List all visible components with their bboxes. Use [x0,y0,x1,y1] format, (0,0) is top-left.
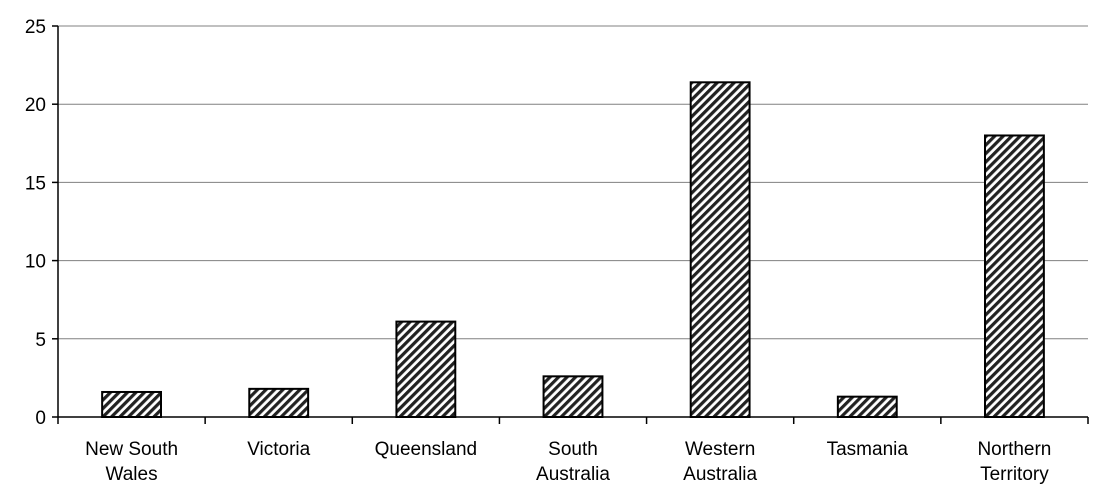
x-category-label-line: Western [685,439,755,460]
x-category-label-line: Victoria [247,439,310,460]
y-tick-label: 0 [35,408,46,429]
axes [52,25,1089,424]
x-category-label-line: Queensland [375,439,477,460]
bar [984,134,1045,418]
x-category-label-line: Australia [683,464,757,485]
x-category-label-line: Australia [536,464,610,485]
y-tick-label: 25 [25,17,46,38]
y-tick-label: 15 [25,173,46,194]
y-tick-label: 5 [35,330,46,351]
y-tick-label: 10 [25,252,46,273]
bar [101,390,163,419]
gridlines [58,25,1088,340]
x-category-label: Queensland [375,439,477,460]
bar [689,81,751,419]
x-category-label-line: Northern [977,439,1051,460]
x-category-label-line: New South [85,439,178,460]
x-category-label: Victoria [247,439,310,460]
y-tick-label: 20 [25,95,46,116]
x-category-label-line: Tasmania [827,439,909,460]
axis-labels: 0 5 10 15 20 25 New South Wales Victoria Queensla… [25,17,1052,485]
bar [248,387,310,418]
x-category-label: Western Australia [683,439,757,485]
x-category-label-line: Territory [980,464,1049,485]
x-category-label: Tasmania [827,439,909,460]
x-category-label: New South Wales [85,439,178,485]
x-category-label-line: South [548,439,598,460]
x-category-label: Northern Territory [977,439,1051,485]
x-category-label: South Australia [536,439,610,485]
bar [542,375,604,418]
bars [101,81,1045,419]
x-category-label-line: Wales [106,464,158,485]
bar [395,320,457,419]
bar [836,395,898,418]
